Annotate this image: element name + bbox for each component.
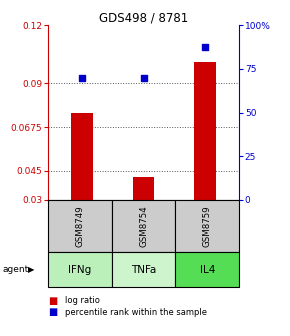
Bar (71, 113, 93, 200)
Text: percentile rank within the sample: percentile rank within the sample (65, 308, 207, 317)
Text: IFNg: IFNg (68, 265, 91, 275)
Point (141, 75, 146, 80)
Text: GSM8759: GSM8759 (203, 205, 212, 247)
Bar (133, 177, 154, 200)
Text: ■: ■ (48, 307, 57, 318)
Text: log ratio: log ratio (65, 296, 100, 305)
Text: IL4: IL4 (200, 265, 215, 275)
Text: ■: ■ (48, 296, 57, 306)
Text: ▶: ▶ (28, 265, 34, 274)
Text: agent: agent (3, 265, 29, 274)
Text: TNFa: TNFa (131, 265, 156, 275)
Title: GDS498 / 8781: GDS498 / 8781 (99, 11, 188, 24)
Text: GSM8749: GSM8749 (75, 205, 84, 247)
Point (203, 44, 208, 49)
Bar (195, 62, 216, 200)
Point (79, 75, 84, 80)
Text: GSM8754: GSM8754 (139, 205, 148, 247)
